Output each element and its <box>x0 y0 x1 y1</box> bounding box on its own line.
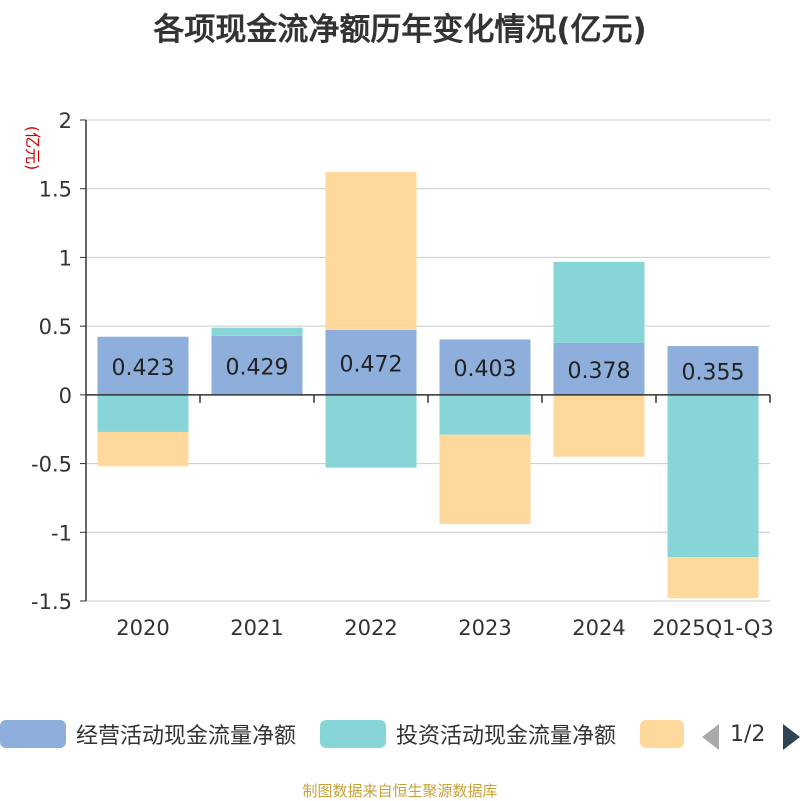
source-note: 制图数据来自恒生聚源数据库 <box>302 782 498 800</box>
legend-swatch-operating <box>0 720 66 748</box>
pager-next-icon[interactable] <box>783 724 800 750</box>
x-tick-label: 2021 <box>230 616 283 640</box>
chart-canvas: 2 1.5 1 0.5 0 -0.5 -1 -1.5 2020 2021 2022 2023 2024 2… <box>23 109 774 640</box>
x-tick-label: 2024 <box>572 616 625 640</box>
legend-label-operating: 经营活动现金流量净额 <box>76 724 297 749</box>
bar-0-0 <box>97 336 189 395</box>
bar-0-5 <box>667 346 759 395</box>
data-label: 0.472 <box>340 352 403 377</box>
bar-0-1 <box>211 335 303 395</box>
bar-2-5 <box>667 557 759 599</box>
legend-swatch-investing <box>320 720 386 748</box>
bar-2-4 <box>553 394 645 457</box>
y-tick-label: -0.5 <box>31 453 72 477</box>
bar-0-4 <box>553 342 645 395</box>
axes: 2 1.5 1 0.5 0 -0.5 -1 -1.5 2020 2021 2022 2023 2024 2… <box>31 109 774 640</box>
data-labels: 0.423 0.429 0.472 0.403 0.378 0.355 <box>112 352 745 385</box>
data-label: 0.423 <box>112 356 175 381</box>
y-tick-label: 0 <box>59 384 72 408</box>
pager-prev-icon[interactable] <box>702 724 719 750</box>
y-tick-label: -1 <box>51 521 72 545</box>
legend-label-investing: 投资活动现金流量净额 <box>396 724 617 749</box>
bar-1-2 <box>325 394 417 468</box>
data-label: 0.403 <box>454 357 517 382</box>
legend-item-financing[interactable] <box>640 716 684 752</box>
grid-lines <box>86 119 770 602</box>
x-tick-label: 2023 <box>458 616 511 640</box>
legend: 经营活动现金流量净额 投资活动现金流量净额 1/2 <box>0 716 800 756</box>
x-tick-label: 2022 <box>344 616 397 640</box>
y-axis-label: (亿元) <box>23 126 42 171</box>
x-tick-label: 2025Q1-Q3 <box>652 616 774 640</box>
bar-1-0 <box>97 394 189 432</box>
bar-1-3 <box>439 394 531 435</box>
data-label: 0.355 <box>682 360 745 385</box>
data-label: 0.429 <box>226 355 289 380</box>
bar-2-2 <box>325 171 417 330</box>
y-tick-label: -1.5 <box>31 590 72 614</box>
y-tick-label: 0.5 <box>39 315 72 339</box>
data-label: 0.378 <box>568 359 631 384</box>
bar-0-3 <box>439 339 531 395</box>
y-tick-label: 2 <box>59 109 72 133</box>
legend-swatch-financing <box>640 720 684 748</box>
y-tick-label: 1.5 <box>39 178 72 202</box>
legend-item-investing[interactable]: 投资活动现金流量净额 <box>320 716 616 752</box>
y-tick-label: 1 <box>59 246 72 270</box>
x-tick-label: 2020 <box>116 616 169 640</box>
bar-1-4 <box>553 261 645 343</box>
bar-2-3 <box>439 434 531 525</box>
bar-0-2 <box>325 329 417 395</box>
bar-1-1 <box>211 327 303 336</box>
bar-2-0 <box>97 431 189 467</box>
pager-text: 1/2 <box>730 722 766 747</box>
legend-item-operating[interactable]: 经营活动现金流量净额 <box>0 716 296 752</box>
bar-1-5 <box>667 394 759 558</box>
chart-title: 各项现金流净额历年变化情况(亿元) <box>153 12 647 48</box>
bars <box>97 171 759 599</box>
legend-pager: 1/2 <box>700 720 800 752</box>
